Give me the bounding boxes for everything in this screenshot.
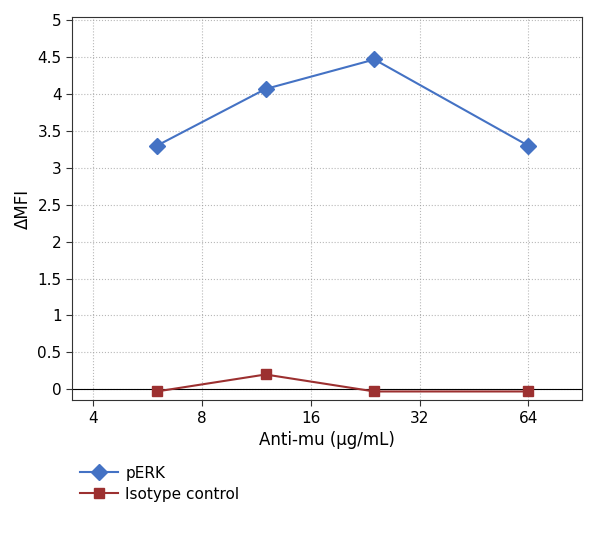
pERK [153, 142, 160, 149]
pERK [371, 56, 378, 63]
Isotype control [371, 388, 378, 395]
Legend: pERK, Isotype control: pERK, Isotype control [80, 465, 239, 502]
Y-axis label: ΔMFI: ΔMFI [14, 188, 32, 229]
Line: pERK: pERK [151, 54, 534, 151]
Line: Isotype control: Isotype control [152, 370, 533, 396]
Isotype control [525, 388, 532, 395]
X-axis label: Anti-mu (μg/mL): Anti-mu (μg/mL) [259, 431, 395, 449]
pERK [525, 142, 532, 149]
Isotype control [153, 388, 160, 395]
Isotype control [262, 371, 269, 378]
pERK [262, 86, 269, 92]
